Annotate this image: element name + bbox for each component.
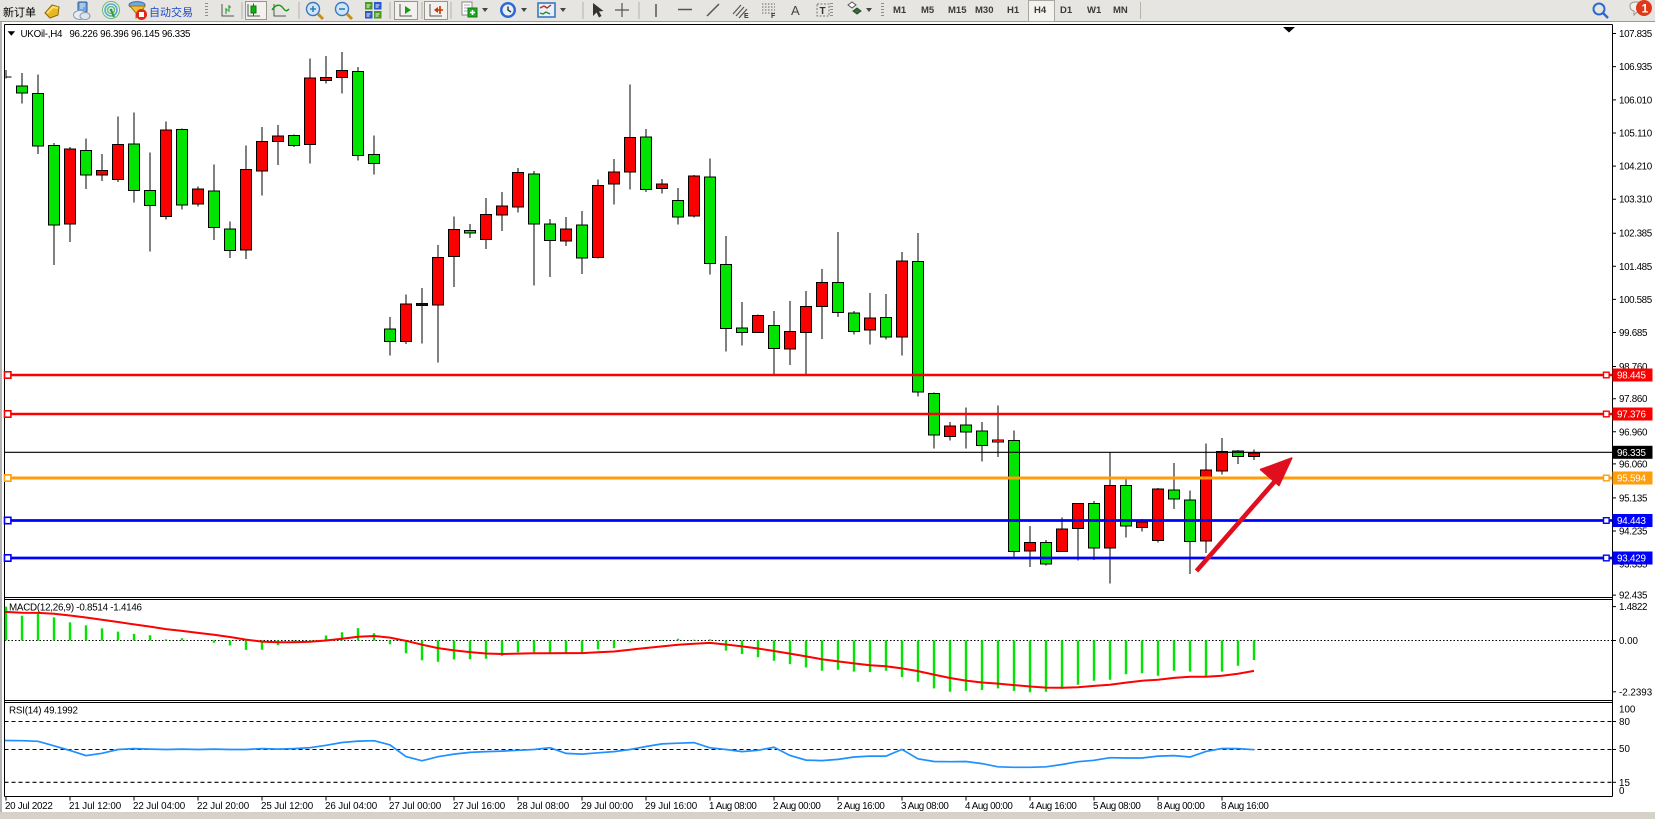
svg-text:80: 80 [1619,717,1630,728]
svg-text:102.385: 102.385 [1619,229,1653,240]
svg-text:A: A [791,3,800,18]
svg-text:UKOil-,H4 96.226 96.396 96.14: UKOil-,H4 96.226 96.396 96.145 96.335 [21,29,192,40]
svg-text:0.00: 0.00 [1619,636,1639,647]
svg-text:2 Aug 16:00: 2 Aug 16:00 [837,801,885,812]
svg-text:21 Jul 12:00: 21 Jul 12:00 [69,801,122,812]
svg-text:8 Aug 00:00: 8 Aug 00:00 [1157,801,1205,812]
svg-text:4 Aug 16:00: 4 Aug 16:00 [1029,801,1077,812]
svg-text:4 Aug 00:00: 4 Aug 00:00 [965,801,1013,812]
svg-text:104.210: 104.210 [1619,162,1653,173]
svg-text:22 Jul 20:00: 22 Jul 20:00 [197,801,250,812]
svg-text:94.443: 94.443 [1617,516,1647,527]
svg-text:T: T [820,6,826,17]
svg-text:26 Jul 04:00: 26 Jul 04:00 [325,801,378,812]
svg-text:93.335: 93.335 [1619,560,1648,571]
svg-text:27 Jul 16:00: 27 Jul 16:00 [453,801,506,812]
svg-text:27 Jul 00:00: 27 Jul 00:00 [389,801,442,812]
svg-text:106.010: 106.010 [1619,95,1653,106]
svg-text:28 Jul 08:00: 28 Jul 08:00 [517,801,570,812]
svg-text:97.860: 97.860 [1619,394,1648,405]
svg-text:1: 1 [1642,2,1649,16]
svg-text:94.235: 94.235 [1619,527,1648,538]
svg-text:95.594: 95.594 [1617,474,1647,485]
svg-text:106.935: 106.935 [1619,62,1653,73]
svg-text:98.760: 98.760 [1619,362,1648,373]
svg-text:29 Jul 00:00: 29 Jul 00:00 [581,801,634,812]
svg-text:96.335: 96.335 [1617,448,1647,459]
svg-text:0: 0 [1619,786,1625,797]
svg-text:95.135: 95.135 [1619,493,1648,504]
svg-text:92.435: 92.435 [1619,591,1648,602]
svg-text:96.060: 96.060 [1619,459,1648,470]
svg-text:5 Aug 08:00: 5 Aug 08:00 [1093,801,1141,812]
svg-text:97.376: 97.376 [1617,410,1647,421]
svg-text:100.585: 100.585 [1619,295,1653,306]
svg-text:25 Jul 12:00: 25 Jul 12:00 [261,801,314,812]
svg-text:-2.2393: -2.2393 [1619,687,1653,698]
svg-text:99.685: 99.685 [1619,328,1648,339]
svg-text:107.835: 107.835 [1619,29,1653,40]
svg-text:96.960: 96.960 [1619,427,1648,438]
svg-text:8 Aug 16:00: 8 Aug 16:00 [1221,801,1269,812]
svg-text:F: F [771,13,776,20]
svg-text:MACD(12,26,9) -0.8514 -1.4146: MACD(12,26,9) -0.8514 -1.4146 [9,603,143,614]
svg-text:2 Aug 00:00: 2 Aug 00:00 [773,801,821,812]
svg-text:98.445: 98.445 [1617,371,1647,382]
svg-text:1 Aug 08:00: 1 Aug 08:00 [709,801,757,812]
svg-text:15: 15 [1619,778,1630,789]
svg-text:1.4822: 1.4822 [1619,602,1648,613]
svg-text:93.429: 93.429 [1617,554,1646,565]
svg-text:100: 100 [1619,705,1636,716]
svg-text:22 Jul 04:00: 22 Jul 04:00 [133,801,186,812]
svg-text:50: 50 [1619,744,1630,755]
svg-text:RSI(14) 49.1992: RSI(14) 49.1992 [9,706,78,717]
svg-text:101.485: 101.485 [1619,262,1653,273]
svg-text:29 Jul 16:00: 29 Jul 16:00 [645,801,698,812]
svg-text:103.310: 103.310 [1619,195,1653,206]
svg-text:20 Jul 2022: 20 Jul 2022 [5,801,53,812]
svg-text:E: E [744,13,749,20]
svg-text:105.110: 105.110 [1619,129,1653,140]
svg-text:3 Aug 08:00: 3 Aug 08:00 [901,801,949,812]
